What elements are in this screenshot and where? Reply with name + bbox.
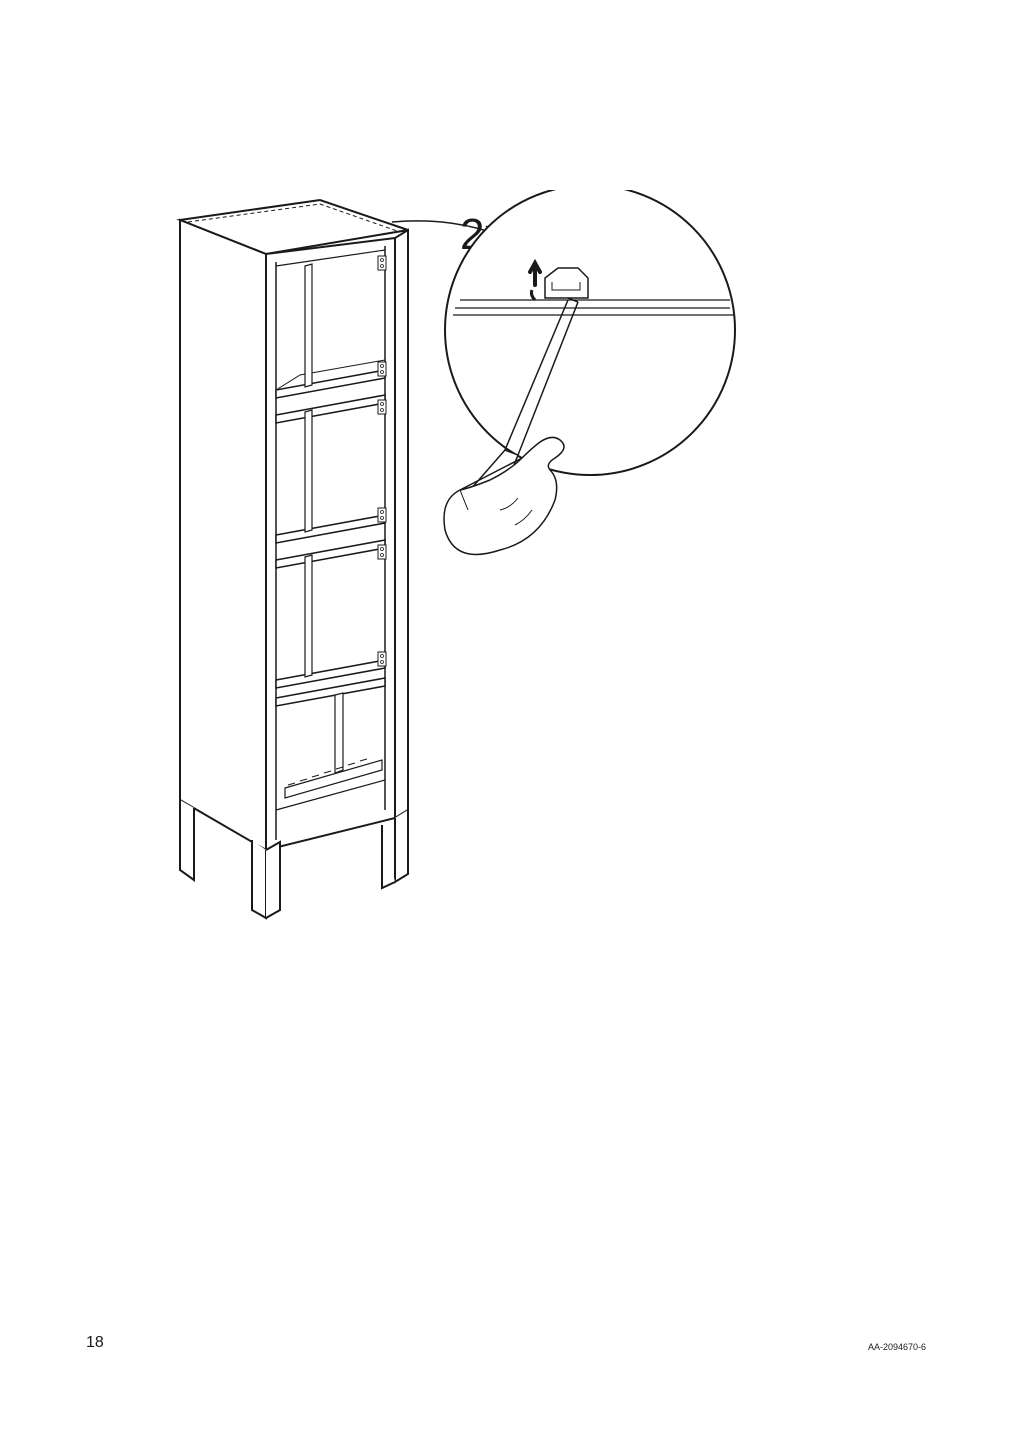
document-id: AA-2094670-6 — [868, 1342, 926, 1352]
callout-detail — [392, 190, 735, 555]
assembly-illustration — [160, 190, 860, 940]
assembly-instruction-page: 2x — [0, 0, 1012, 1432]
page-number: 18 — [86, 1334, 104, 1352]
cabinet-body — [180, 200, 408, 918]
